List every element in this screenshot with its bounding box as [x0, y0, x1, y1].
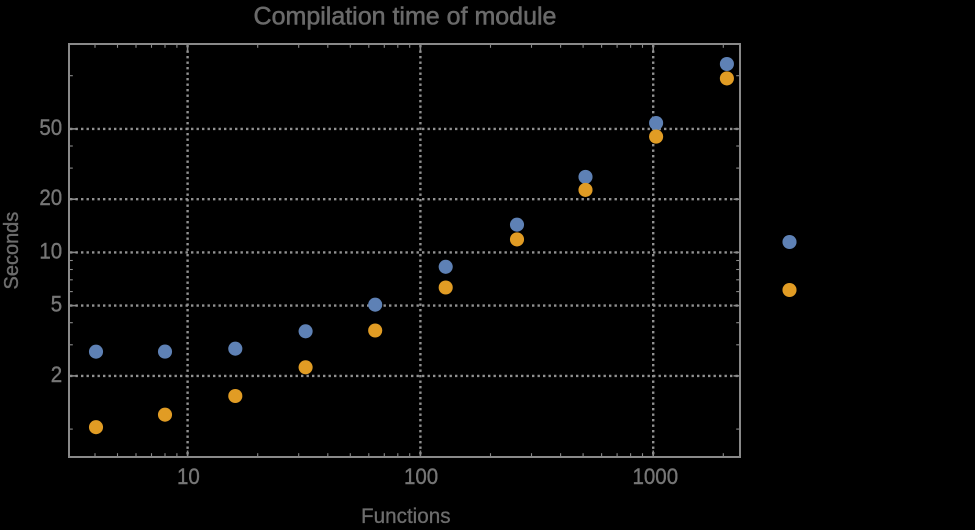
svg-text:1000: 1000	[633, 464, 679, 489]
svg-text:Compilation time of module: Compilation time of module	[254, 2, 557, 30]
svg-text:10: 10	[39, 238, 62, 263]
svg-text:100: 100	[404, 464, 438, 489]
svg-text:2: 2	[51, 362, 62, 387]
svg-text:20: 20	[39, 185, 62, 210]
svg-text:Functions: Functions	[361, 505, 451, 525]
svg-text:Seconds: Seconds	[1, 212, 23, 290]
svg-text:50: 50	[39, 115, 62, 140]
svg-text:10: 10	[177, 464, 200, 489]
svg-text:5: 5	[51, 292, 62, 317]
